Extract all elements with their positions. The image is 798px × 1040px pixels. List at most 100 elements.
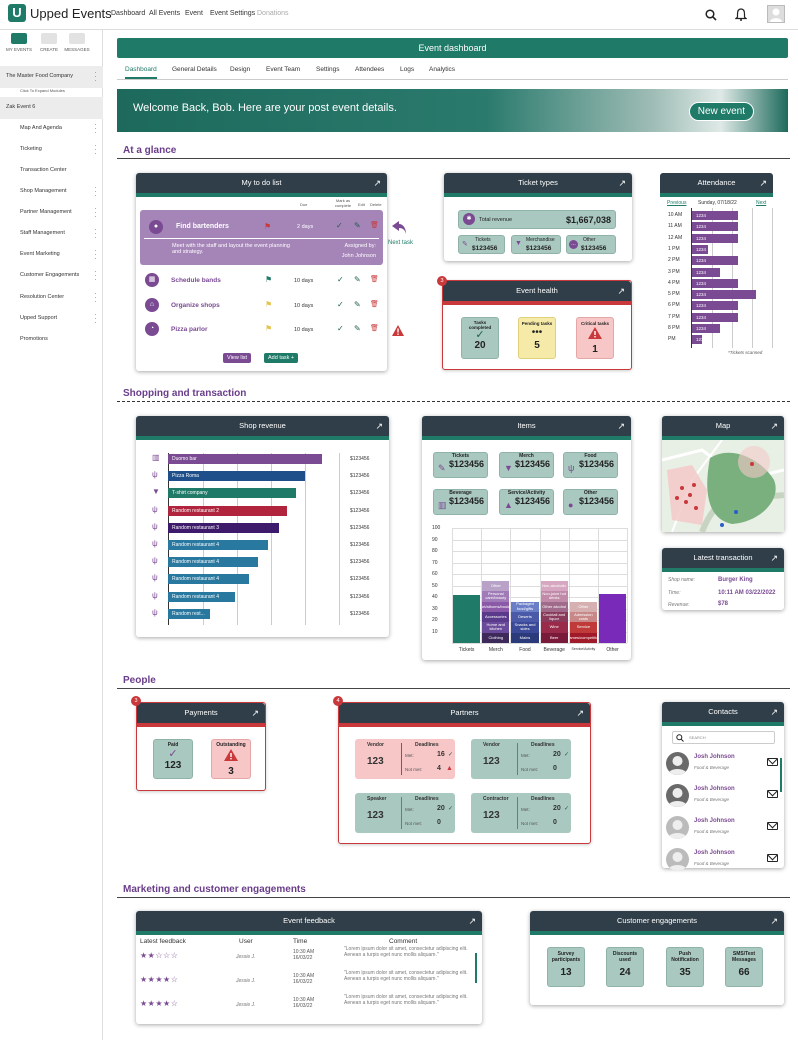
todo-row[interactable]: ⌂ Organize shops ⚑ 10 days ✓ ✎ 🗑 [144, 298, 382, 318]
user-avatar[interactable] [767, 5, 785, 23]
section-title-people: People [123, 675, 156, 686]
contact-role: Food & Beverage [694, 829, 730, 834]
contact-row[interactable]: Josh Johnson Food & Beverage [666, 814, 784, 846]
tab-attendees[interactable]: Attendees [355, 66, 385, 73]
logo-icon[interactable]: U [8, 4, 26, 22]
sidebar-item-customer-engagements[interactable]: Customer Engagements · · · [20, 267, 97, 284]
shop-revenue-bar: Random restaurant 4 [168, 540, 268, 550]
nav-all-events[interactable]: All Events [149, 10, 181, 17]
add-task-button[interactable]: Add task + [264, 353, 299, 363]
sidebar-item-upped-support[interactable]: Upped Support · · · [20, 310, 97, 327]
delete-trash-icon[interactable]: 🗑 [370, 276, 379, 283]
sidebar-item-resolution-center[interactable]: Resolution Center · · · [20, 289, 97, 306]
expand-arrow-icon[interactable]: ↗ [759, 178, 767, 188]
delete-trash-icon[interactable]: 🗑 [370, 222, 379, 229]
expand-arrow-icon[interactable]: ↗ [770, 707, 778, 717]
expand-arrow-icon[interactable]: ↗ [375, 421, 383, 431]
tab-general-details[interactable]: General Details [172, 66, 217, 73]
check-icon: ✓ [448, 752, 454, 758]
sidebar-tab-messages[interactable]: MESSAGES [62, 33, 92, 52]
sidebar-tab-create[interactable]: CREATE [34, 33, 64, 52]
mail-icon[interactable] [767, 790, 778, 798]
nav-event[interactable]: Event [185, 10, 203, 17]
expand-arrow-icon[interactable]: ↗ [576, 708, 584, 718]
shop-revenue-card: Shop revenue ↗ ▥ Duomo bar $123456 ψ Pizza Ro… [136, 416, 389, 637]
contacts-search-input[interactable]: SEARCH [672, 731, 775, 744]
partner-type: Vendor [367, 742, 384, 748]
delete-trash-icon[interactable]: 🗑 [370, 301, 379, 308]
sidebar-item-ticketing[interactable]: Ticketing · · · [20, 141, 97, 158]
contact-row[interactable]: Josh Johnson Food & Beverage [666, 750, 784, 782]
app-name[interactable]: Upped Events [30, 6, 112, 21]
todo-row[interactable]: ▦ Schedule bands ⚑ 10 days ✓ ✎ 🗑 [144, 273, 382, 293]
nav-donations[interactable]: Donations [257, 10, 289, 17]
todo-row[interactable]: ◔ Pizza parlor ⚑ 10 days ✓ ✎ 🗑 [144, 322, 382, 342]
nav-dashboard[interactable]: Dashboard [111, 10, 146, 17]
tab-design[interactable]: Design [230, 66, 251, 73]
tab-analytics[interactable]: Analytics [429, 66, 456, 73]
mail-icon[interactable] [767, 854, 778, 862]
complete-check-icon[interactable]: ✓ [337, 324, 344, 333]
partner-box[interactable]: Vendor 123 Deadlines Met: 20 Not met: 0 ✓ [471, 739, 571, 779]
complete-check-icon[interactable]: ✓ [337, 300, 344, 309]
edit-pencil-icon[interactable]: ✎ [354, 275, 361, 284]
attendance-next[interactable]: Next [756, 200, 767, 206]
complete-check-icon[interactable]: ✓ [336, 221, 343, 230]
expand-arrow-icon[interactable]: ↗ [251, 708, 259, 718]
partner-box[interactable]: Speaker 123 Deadlines Met: 20 Not met: 0 ✓ [355, 793, 455, 833]
edit-pencil-icon[interactable]: ✎ [354, 221, 361, 230]
search-icon[interactable] [705, 9, 717, 21]
map-view[interactable] [662, 440, 784, 532]
sidebar-event[interactable]: Zak Event 6 [0, 97, 103, 119]
sidebar-item-promotions[interactable]: Promotions [20, 336, 48, 342]
nav-event-settings[interactable]: Event Settings [210, 10, 256, 17]
sidebar-item-partner-management[interactable]: Partner Management · · · [20, 204, 97, 221]
expand-arrow-icon[interactable]: ↗ [618, 178, 626, 188]
next-task-link[interactable]: Next task [388, 240, 414, 246]
sidebar-tab-my-events[interactable]: MY EVENTS [4, 33, 34, 52]
attendance-time: 12 AM [668, 234, 683, 241]
shop-revenue-value: $123456 [350, 542, 370, 548]
expand-arrow-icon[interactable]: ↗ [770, 553, 778, 563]
tab-settings[interactable]: Settings [316, 66, 340, 73]
scrollbar[interactable] [475, 953, 477, 983]
expand-arrow-icon[interactable]: ↗ [770, 916, 778, 926]
edit-pencil-icon[interactable]: ✎ [354, 300, 361, 309]
expand-arrow-icon[interactable]: ↗ [617, 286, 625, 296]
tab-dashboard[interactable]: Dashboard [125, 66, 157, 79]
expand-arrow-icon[interactable]: ↗ [770, 421, 778, 431]
partner-box[interactable]: Vendor 123 Deadlines Met: 16 Not met: 4 ✓ ▲ [355, 739, 455, 779]
event-health-card: Event health ↗ Tasks completed ✓ 20 Pendi… [442, 280, 632, 370]
new-event-button[interactable]: New event [688, 102, 754, 121]
sidebar-item-shop-management[interactable]: Shop Management · · · [20, 183, 97, 200]
mail-icon[interactable] [767, 758, 778, 766]
expand-arrow-icon[interactable]: ↗ [373, 178, 381, 188]
contact-row[interactable]: Josh Johnson Food & Beverage [666, 846, 784, 878]
sidebar-item-event-marketing[interactable]: Event Marketing · · · [20, 246, 97, 263]
featured-task[interactable]: ● Find bartenders ⚑ 2 days ✓ ✎ 🗑 Meet wi… [140, 210, 383, 265]
y-tick-label: 50 [432, 582, 438, 589]
edit-pencil-icon[interactable]: ✎ [354, 324, 361, 333]
delete-trash-icon[interactable]: 🗑 [370, 325, 379, 332]
bell-icon[interactable] [735, 8, 747, 21]
tab-logs[interactable]: Logs [400, 66, 415, 73]
mail-icon[interactable] [767, 822, 778, 830]
attendance-previous[interactable]: Previous [667, 200, 687, 206]
sidebar-company[interactable]: The Master Food Company · · · [0, 66, 103, 88]
sidebar-item-transaction-center[interactable]: Transaction Center [20, 167, 67, 173]
section-divider [117, 158, 790, 159]
tab-event-team[interactable]: Event Team [266, 66, 301, 73]
sidebar-item-staff-management[interactable]: Staff Management · · · [20, 225, 97, 242]
partner-box[interactable]: Contractor 123 Deadlines Met: 20 Not met: 0 ✓ [471, 793, 571, 833]
next-task-arrow-icon[interactable] [391, 220, 408, 235]
view-list-button[interactable]: View list [223, 353, 252, 363]
met-label: Met: [521, 807, 530, 812]
expand-arrow-icon[interactable]: ↗ [468, 916, 476, 926]
sidebar-item-map-agenda[interactable]: Map And Agenda · · · [20, 120, 97, 137]
scrollbar[interactable] [780, 758, 782, 792]
expand-arrow-icon[interactable]: ↗ [617, 421, 625, 431]
not-met-value: 0 [553, 819, 557, 826]
bar-service-segment: Other [569, 601, 597, 612]
complete-check-icon[interactable]: ✓ [337, 275, 344, 284]
contact-row[interactable]: Josh Johnson Food & Beverage [666, 782, 784, 814]
